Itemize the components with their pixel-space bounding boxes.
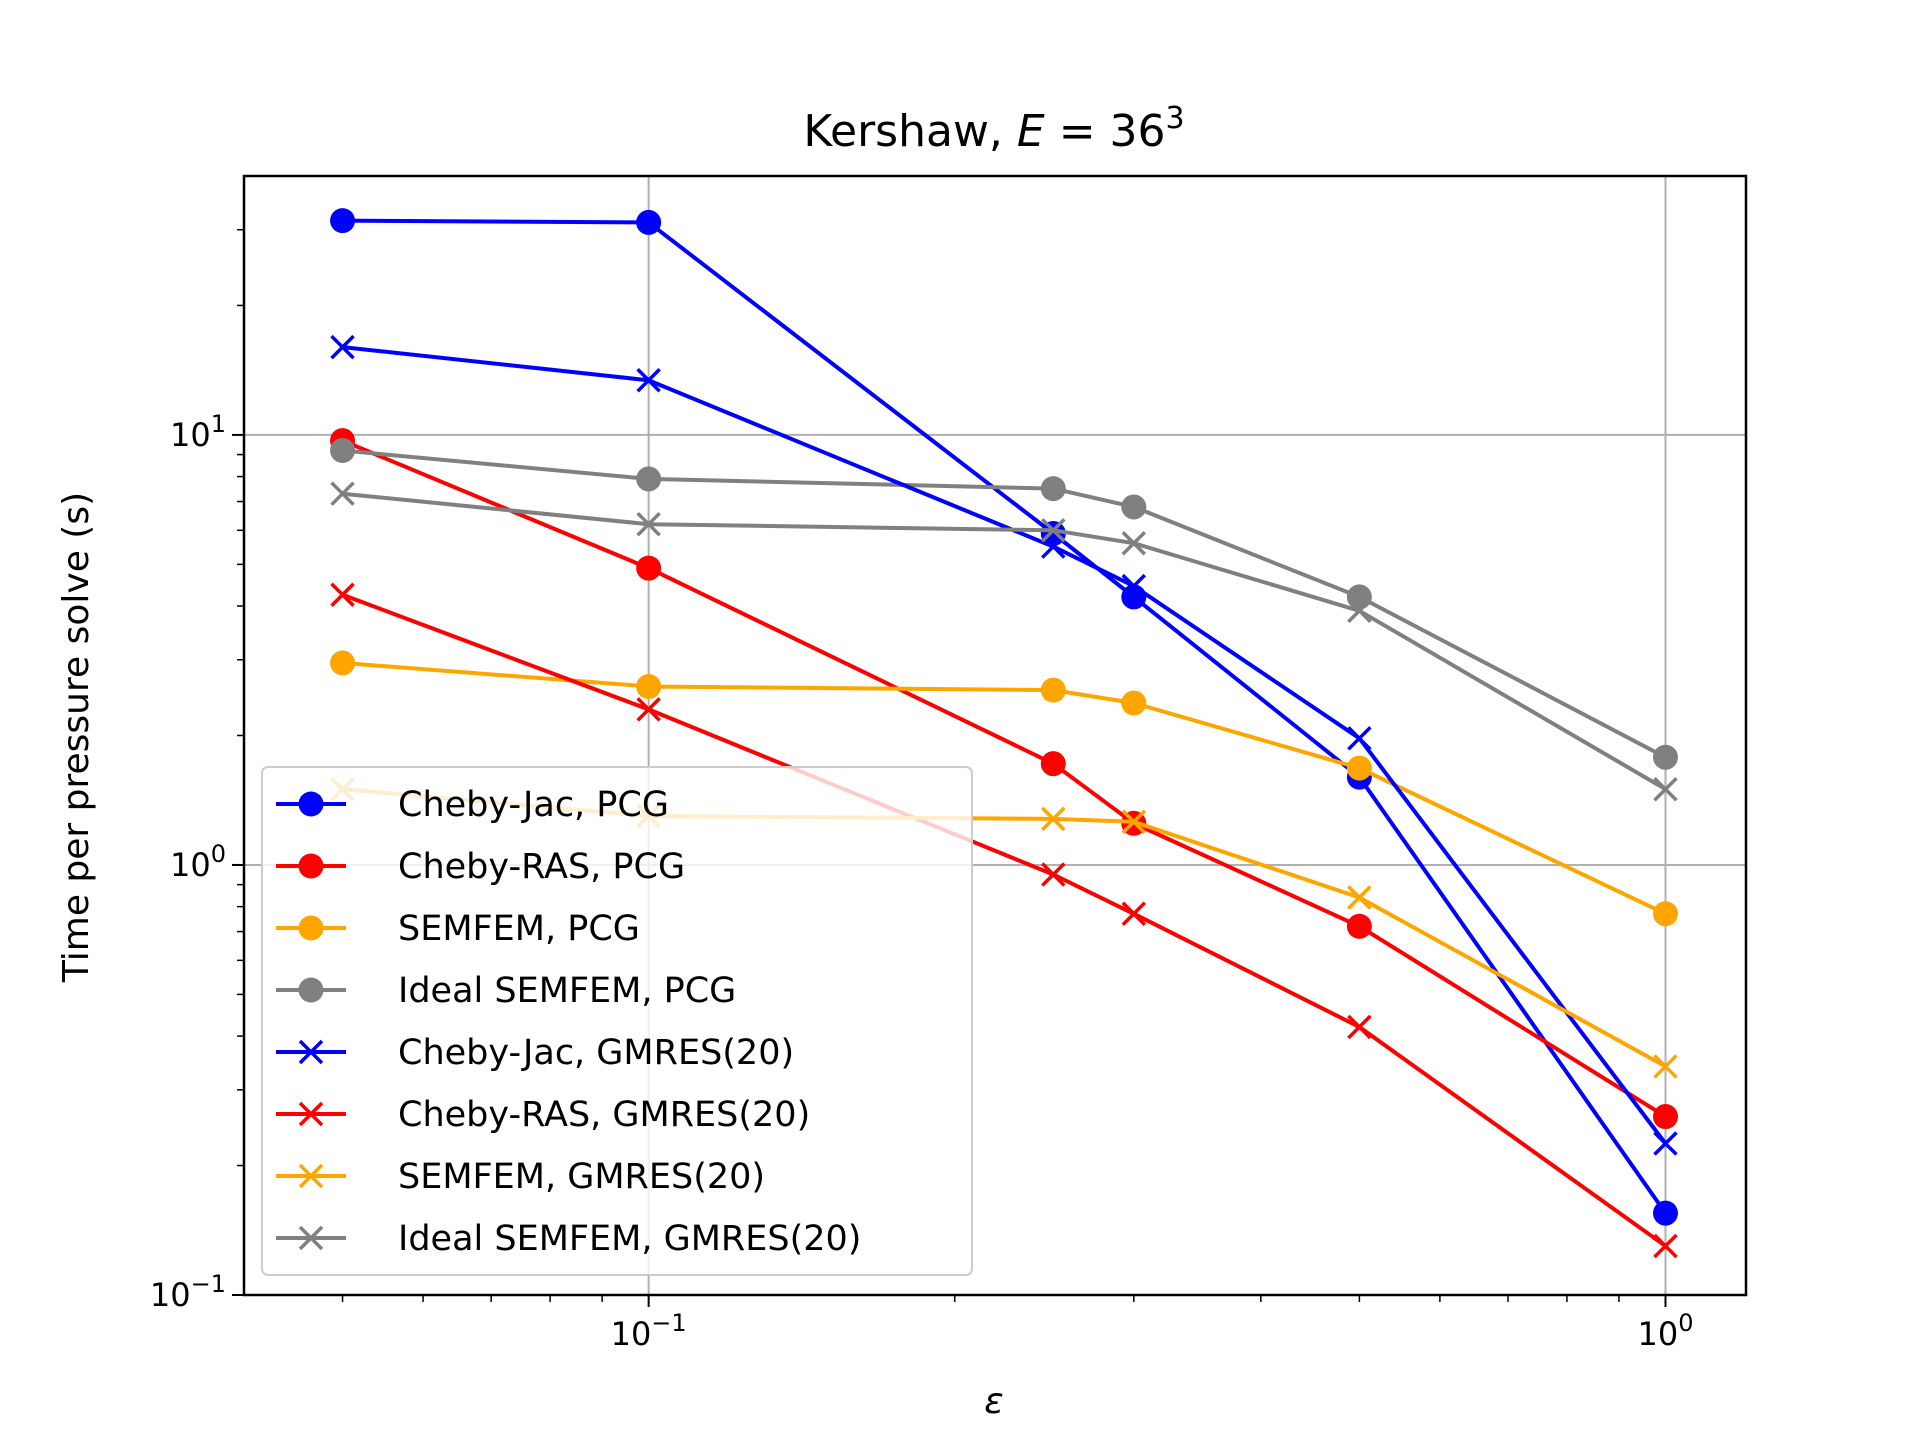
- legend-entry: Ideal SEMFEM, PCG: [276, 971, 736, 1011]
- series-3: [330, 650, 1678, 927]
- legend-label: Cheby-Jac, GMRES(20): [398, 1033, 794, 1073]
- series-5: [330, 334, 1678, 1156]
- data-point: [330, 481, 355, 506]
- x-axis-label: ε: [984, 1381, 1003, 1422]
- series-8: [330, 481, 1678, 802]
- data-point: [636, 368, 661, 393]
- legend-label: Cheby-RAS, GMRES(20): [398, 1095, 810, 1135]
- data-point: [1347, 1014, 1372, 1040]
- data-point: [1346, 584, 1372, 610]
- data-point: [1041, 806, 1066, 832]
- data-point: [1653, 1131, 1678, 1156]
- legend-entry: Cheby-RAS, PCG: [276, 847, 685, 887]
- data-point: [1041, 518, 1066, 543]
- data-point: [1040, 476, 1066, 502]
- data-point: [1652, 901, 1678, 927]
- x-tick-label: 10−1: [611, 1309, 687, 1353]
- legend-label: Cheby-Jac, PCG: [398, 785, 669, 825]
- data-point: [1653, 1233, 1678, 1259]
- legend-label: SEMFEM, GMRES(20): [398, 1157, 765, 1197]
- data-point: [1040, 751, 1066, 777]
- y-tick-label: 10−1: [150, 1270, 226, 1314]
- data-point: [1121, 530, 1147, 556]
- data-point: [1346, 755, 1372, 781]
- data-point: [636, 209, 662, 235]
- legend: Cheby-Jac, PCG Cheby-RAS, PCG SEMFEM, PCG I…: [261, 766, 973, 1276]
- data-point: [1347, 598, 1372, 624]
- series-line: [341, 592, 1667, 1248]
- legend-label: Ideal SEMFEM, PCG: [398, 971, 736, 1011]
- data-point: [636, 555, 662, 581]
- chart-title: Kershaw, E = 363: [803, 101, 1184, 157]
- legend-entry: Cheby-Jac, GMRES(20): [276, 1033, 794, 1073]
- series-line: [342, 345, 1668, 1145]
- axes: 10−1 100 10−1 100 101: [150, 174, 1748, 1353]
- legend-marker: [298, 853, 324, 879]
- data-point: [1653, 1054, 1678, 1079]
- data-point: [1653, 776, 1678, 802]
- data-point: [636, 466, 662, 492]
- y-tick-label: 101: [170, 410, 226, 454]
- series-line: [342, 448, 1667, 760]
- data-point: [636, 511, 661, 537]
- legend-marker: [298, 915, 324, 941]
- legend-marker: [298, 1225, 324, 1251]
- chart-title-prefix: Kershaw,: [803, 106, 1017, 157]
- legend-marker: [298, 1039, 324, 1065]
- data-point: [636, 673, 662, 699]
- chart-title-variable: E: [1017, 106, 1045, 157]
- legend-marker: [298, 1163, 324, 1189]
- data-point: [330, 334, 355, 360]
- series-6: [330, 582, 1678, 1259]
- legend-entry: Cheby-RAS, GMRES(20): [276, 1095, 810, 1135]
- data-point: [330, 208, 356, 234]
- chart-title-equals: = 36: [1045, 106, 1166, 157]
- legend-marker: [298, 1101, 324, 1127]
- data-point: [330, 437, 356, 463]
- data-point: [1347, 885, 1372, 910]
- data-point: [1346, 913, 1372, 939]
- legend-entry: Ideal SEMFEM, GMRES(20): [276, 1219, 861, 1259]
- legend-label: Cheby-RAS, PCG: [398, 847, 685, 887]
- legend-marker: [298, 791, 324, 817]
- data-point: [330, 650, 356, 676]
- data-point: [1652, 744, 1678, 770]
- data-point: [1652, 1200, 1678, 1226]
- legend-label: SEMFEM, PCG: [398, 909, 640, 949]
- series-line: [342, 660, 1667, 916]
- legend-entry: SEMFEM, GMRES(20): [276, 1157, 765, 1197]
- data-point: [330, 582, 355, 607]
- y-tick-label: 100: [170, 840, 226, 884]
- data-point: [1652, 1104, 1678, 1130]
- legend-entry: SEMFEM, PCG: [276, 909, 640, 949]
- series-4: [330, 437, 1678, 770]
- series-line: [341, 438, 1667, 1119]
- legend-entry: Cheby-Jac, PCG: [276, 785, 669, 825]
- data-point: [1347, 726, 1372, 751]
- series-layer: [330, 208, 1678, 1259]
- data-point: [1041, 862, 1066, 887]
- x-tick-label: 100: [1637, 1309, 1693, 1353]
- legend-label: Ideal SEMFEM, GMRES(20): [398, 1219, 861, 1259]
- data-point: [1121, 901, 1147, 927]
- y-axis-label: Time per pressure solve (s): [56, 492, 97, 983]
- data-point: [1121, 494, 1147, 520]
- legend-marker: [298, 977, 324, 1003]
- data-point: [1040, 677, 1066, 703]
- data-point: [1121, 690, 1147, 716]
- chart-title-exponent: 3: [1166, 101, 1185, 136]
- data-point: [1121, 809, 1147, 835]
- legend-box: [261, 766, 973, 1276]
- data-point: [636, 697, 661, 722]
- data-point: [1121, 573, 1147, 599]
- series-line: [342, 491, 1667, 791]
